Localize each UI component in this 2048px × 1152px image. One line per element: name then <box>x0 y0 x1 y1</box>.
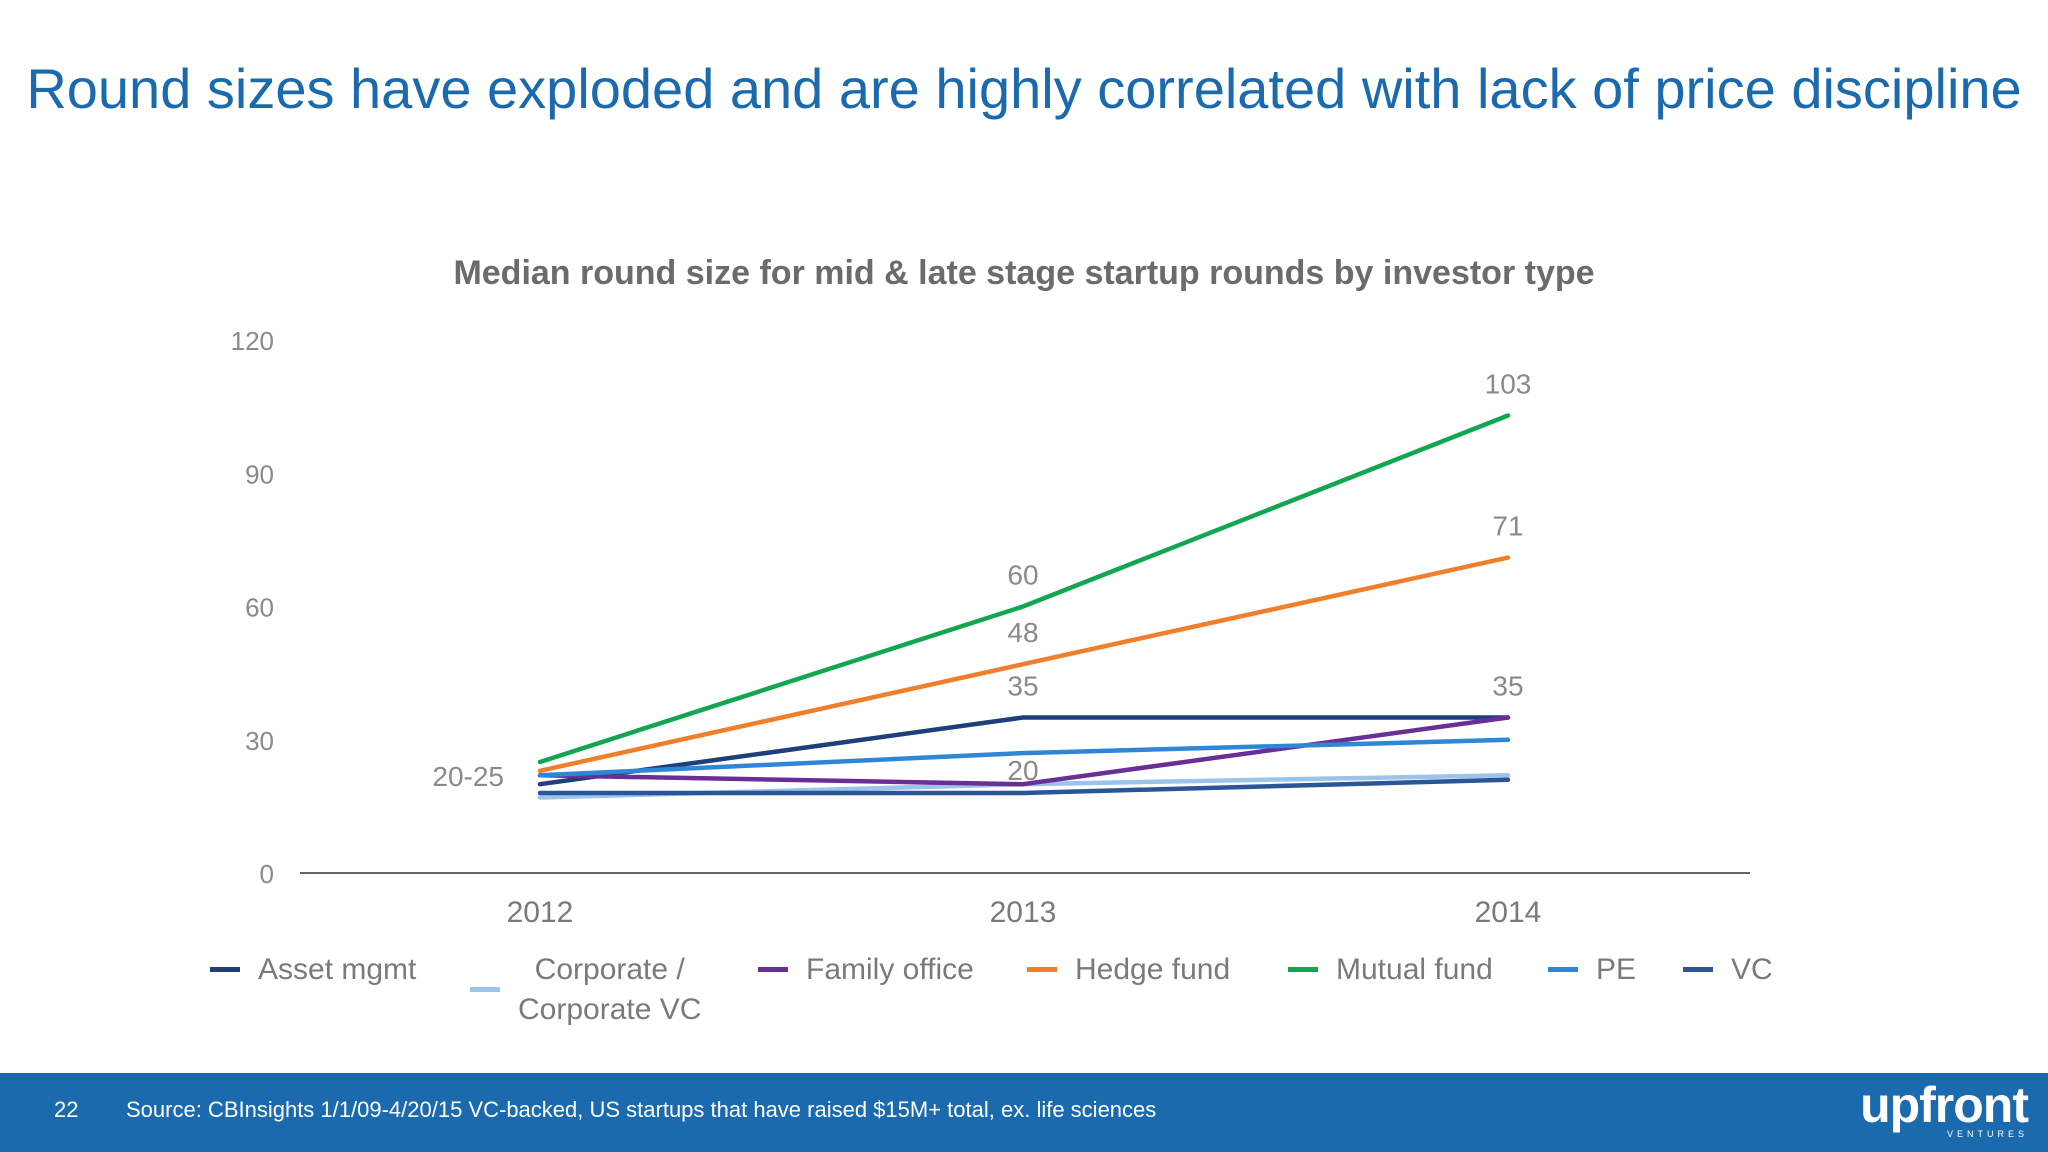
x-tick-label: 2014 <box>1475 896 1542 929</box>
legend-label: Asset mgmt <box>258 953 417 986</box>
legend-swatch <box>1548 967 1578 972</box>
data-label: 71 <box>1492 511 1523 542</box>
y-tick-label: 0 <box>260 859 274 889</box>
series-line <box>537 737 1511 778</box>
chart-title: Median round size for mid & late stage s… <box>453 254 1595 292</box>
data-label: 60 <box>1007 560 1038 591</box>
legend-item: Hedge fund <box>1027 950 1230 990</box>
legend-swatch <box>1288 967 1318 972</box>
legend-swatch <box>210 967 240 972</box>
data-label: 48 <box>1007 617 1038 648</box>
legend-swatch <box>758 967 788 972</box>
series-line <box>537 715 1511 787</box>
legend-swatch <box>1027 967 1057 972</box>
legend-label: Corporate / Corporate VC <box>518 953 702 1026</box>
legend-label: Hedge fund <box>1075 953 1231 986</box>
data-label: 35 <box>1492 671 1523 702</box>
page-number: 22 <box>54 1097 79 1122</box>
series-line <box>537 715 1511 787</box>
legend-item: Family office <box>758 950 974 990</box>
legend-item: PE <box>1548 950 1636 990</box>
source-note: Source: CBInsights 1/1/09-4/20/15 VC-bac… <box>126 1097 1157 1122</box>
footer-bar: 22 Source: CBInsights 1/1/09-4/20/15 VC-… <box>0 1073 2048 1152</box>
y-tick-label: 30 <box>245 726 274 756</box>
x-tick-label: 2012 <box>507 896 574 929</box>
legend-item: Mutual fund <box>1288 950 1493 990</box>
legend-item: Asset mgmt <box>210 950 416 990</box>
chart-legend: Asset mgmt Corporate / Corporate VC Family… <box>0 950 2048 1030</box>
y-tick-label: 60 <box>245 593 274 623</box>
data-label: 35 <box>1007 671 1038 702</box>
data-label: 103 <box>1485 369 1532 400</box>
series-line <box>537 555 1511 774</box>
x-tick-label: 2013 <box>990 896 1057 929</box>
legend-swatch <box>1683 967 1713 972</box>
legend-label: PE <box>1596 953 1637 986</box>
legend-item: VC <box>1683 950 1773 990</box>
slide-title: Round sizes have exploded and are highly… <box>26 57 2022 120</box>
data-label: 20 <box>1007 755 1038 786</box>
logo-subtitle: VENTURES <box>1946 1129 2028 1139</box>
data-label: 20-25 <box>432 761 504 792</box>
series-line <box>537 777 1511 796</box>
legend-swatch <box>470 987 500 992</box>
upfront-logo: upfront VENTURES <box>1860 1077 2029 1139</box>
legend-label: Family office <box>806 953 974 986</box>
logo-wordmark: upfront <box>1860 1077 2029 1133</box>
y-tick-label: 90 <box>245 459 274 489</box>
legend-item: Corporate / Corporate VC <box>470 950 701 1030</box>
y-tick-label: 120 <box>231 326 274 356</box>
legend-label: Mutual fund <box>1336 953 1493 986</box>
series-line <box>537 413 1511 765</box>
legend-label: VC <box>1731 953 1773 986</box>
